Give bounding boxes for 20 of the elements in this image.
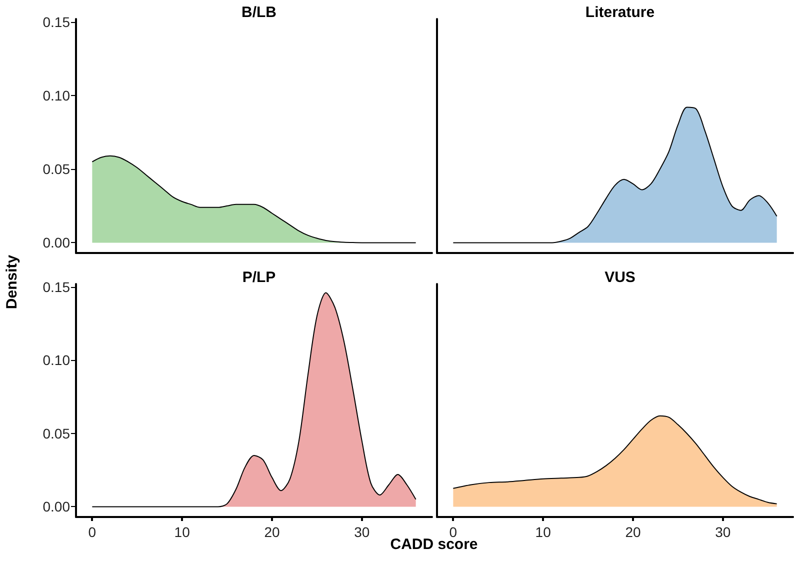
x-tick-label: 30: [354, 524, 370, 540]
y-tick-label: 0.00: [42, 498, 70, 515]
chart-title: Literature: [585, 4, 655, 21]
y-axis-title: Density: [4, 254, 20, 310]
x-tick-label: 10: [174, 524, 190, 540]
y-tick-label: 0.15: [42, 14, 70, 30]
chart-title: VUS: [604, 269, 636, 286]
x-tick-label: 20: [625, 524, 641, 540]
x-tick-label: 0: [88, 524, 96, 540]
y-tick-label: 0.05: [42, 425, 70, 442]
y-tick-label: 0.10: [42, 352, 70, 368]
y-tick-label: 0.00: [42, 234, 70, 251]
y-tick-label: 0.05: [42, 161, 70, 178]
x-tick-label: 10: [535, 524, 552, 540]
x-tick-label: 20: [264, 524, 280, 540]
y-tick-label: 0.10: [42, 88, 70, 104]
x-tick-label: 30: [715, 524, 731, 540]
chart-title: P/LP: [242, 269, 276, 286]
y-tick-label: 0.15: [42, 278, 70, 295]
chart-title: B/LB: [242, 4, 277, 21]
